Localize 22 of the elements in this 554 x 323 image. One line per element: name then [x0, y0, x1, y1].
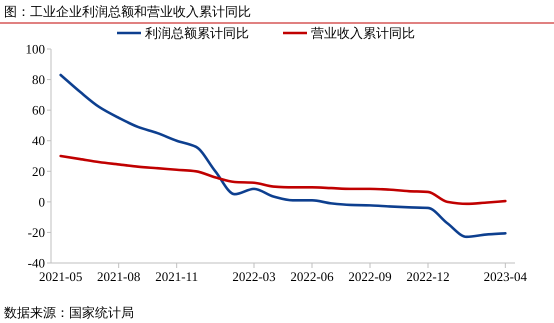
x-tick-label: 2022-09 [348, 269, 392, 284]
y-tick-label: -40 [28, 256, 45, 270]
y-tick-label: 100 [26, 42, 45, 56]
y-tick-label: -20 [28, 224, 45, 240]
y-tick-label: 0 [38, 194, 45, 210]
x-tick-label: 2021-08 [96, 269, 140, 284]
y-tick-label: 20 [32, 164, 45, 179]
line-series [59, 154, 507, 206]
x-tick-label: 2022-12 [406, 269, 450, 284]
x-tick-label: 2023-04 [484, 269, 528, 284]
y-tick-label: 60 [32, 102, 45, 118]
y-tick-label: 80 [32, 72, 45, 88]
x-tick-label: 2022-06 [290, 269, 334, 284]
x-tick-label: 2022-03 [232, 269, 276, 284]
x-tick-label: 2021-11 [155, 269, 198, 284]
line-series [59, 74, 507, 238]
legend-label: 利润总额累计同比 [145, 26, 249, 40]
chart-title: 图：工业企业利润总额和营业收入累计同比 [4, 4, 251, 19]
x-tick-label: 2021-05 [38, 269, 82, 284]
y-tick-label: 40 [32, 133, 45, 148]
legend-label: 营业收入累计同比 [311, 26, 415, 40]
source-note: 数据来源：国家统计局 [4, 305, 134, 320]
